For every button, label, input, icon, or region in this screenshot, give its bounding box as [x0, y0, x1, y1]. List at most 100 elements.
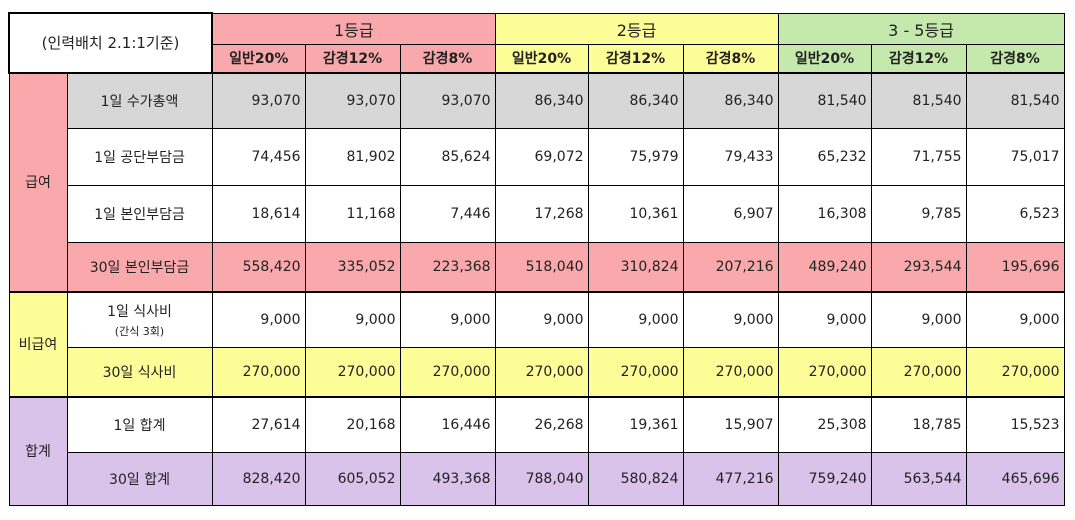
- sub-header: 감경8%: [965, 43, 1065, 73]
- sub-header: 감경12%: [870, 43, 967, 73]
- value-cell: 270,000: [304, 347, 401, 397]
- value-cell: 79,433: [682, 128, 779, 186]
- category-pay: 급여: [8, 71, 68, 292]
- value-cell: 9,000: [682, 290, 779, 348]
- value-cell: 11,168: [304, 185, 401, 243]
- value-cell: 20,168: [304, 395, 401, 453]
- value-cell: 19,361: [587, 395, 684, 453]
- value-cell: 9,000: [777, 290, 872, 348]
- value-cell: 270,000: [494, 347, 589, 397]
- value-cell: 85,624: [399, 128, 496, 186]
- table-row: 1일 본인부담금 18,614 11,168 7,446 17,268 10,361 6,9…: [9, 185, 1065, 243]
- value-cell: 26,268: [494, 395, 589, 453]
- value-cell: 71,755: [870, 128, 967, 186]
- row-label-cell: 1일 식사비 (간식 3회): [66, 290, 213, 348]
- value-cell: 759,240: [777, 452, 872, 506]
- value-cell: 335,052: [304, 242, 401, 292]
- grade-header-1: 1등급: [211, 12, 496, 45]
- value-cell: 9,000: [304, 290, 401, 348]
- table-row: 비급여 1일 식사비 (간식 3회) 9,000 9,000 9,000 9,000 9,00…: [8, 290, 1065, 397]
- table-row: 급여 1일 수가총액 93,070 93,070 93,070 86,340 86,340 8…: [8, 71, 1065, 292]
- row-label: 1일 합계: [113, 417, 166, 434]
- value-cell: 16,446: [399, 395, 496, 453]
- value-cell: 580,824: [587, 452, 684, 506]
- value-cell: 788,040: [494, 452, 589, 506]
- value-cell: 86,340: [494, 71, 589, 129]
- value-cell: 465,696: [965, 452, 1065, 506]
- category-non-pay: 비급여: [8, 290, 68, 397]
- value-cell: 6,907: [682, 185, 779, 243]
- sub-header: 감경12%: [304, 43, 401, 73]
- table-row: 합계 1일 합계 27,614 20,168 16,446 26,268 19,361 15,…: [8, 395, 1065, 506]
- row-label: 30일 본인부담금: [89, 259, 190, 276]
- value-cell: 81,902: [304, 128, 401, 186]
- value-cell: 9,000: [211, 290, 306, 348]
- value-cell: 18,614: [211, 185, 306, 243]
- value-cell: 7,446: [399, 185, 496, 243]
- sub-header: 일반20%: [211, 43, 306, 73]
- row-label: 1일 수가총액: [100, 93, 179, 110]
- value-cell: 9,000: [399, 290, 496, 348]
- value-cell: 81,540: [777, 71, 872, 129]
- value-cell: 270,000: [777, 347, 872, 397]
- row-label-cell: 1일 수가총액: [66, 71, 213, 129]
- value-cell: 489,240: [777, 242, 872, 292]
- value-cell: 27,614: [211, 395, 306, 453]
- value-cell: 65,232: [777, 128, 872, 186]
- value-cell: 93,070: [211, 71, 306, 129]
- value-cell: 9,000: [494, 290, 589, 348]
- row-label: 30일 식사비: [102, 364, 177, 381]
- value-cell: 16,308: [777, 185, 872, 243]
- value-cell: 75,017: [965, 128, 1065, 186]
- cost-table: (인력배치 2.1:1기준) 1등급 2등급 3 - 5등급 일반20% 감경1…: [7, 12, 1065, 506]
- value-cell: 75,979: [587, 128, 684, 186]
- table-row: 30일 합계 828,420 605,052 493,368 788,040 580,82…: [9, 452, 1065, 506]
- row-label-cell: 1일 공단부담금: [66, 128, 213, 186]
- value-cell: 69,072: [494, 128, 589, 186]
- value-cell: 15,907: [682, 395, 779, 453]
- value-cell: 563,544: [870, 452, 967, 506]
- value-cell: 310,824: [587, 242, 684, 292]
- value-cell: 223,368: [399, 242, 496, 292]
- sub-header: 감경8%: [682, 43, 779, 73]
- row-label: 30일 합계: [109, 472, 170, 488]
- sub-header: 일반20%: [494, 43, 589, 73]
- value-cell: 207,216: [682, 242, 779, 292]
- value-cell: 18,785: [870, 395, 967, 453]
- value-cell: 25,308: [777, 395, 872, 453]
- category-total: 합계: [8, 395, 68, 506]
- row-label-cell: 1일 합계: [66, 395, 213, 453]
- row-label-cell: 30일 식사비: [66, 347, 213, 397]
- value-cell: 17,268: [494, 185, 589, 243]
- grade-header-2: 2등급: [494, 12, 779, 45]
- value-cell: 605,052: [304, 452, 401, 506]
- value-cell: 81,540: [965, 71, 1065, 129]
- sub-header: 일반20%: [777, 43, 872, 73]
- value-cell: 270,000: [211, 347, 306, 397]
- row-label: 1일 공단부담금: [94, 150, 185, 166]
- value-cell: 86,340: [682, 71, 779, 129]
- value-cell: 93,070: [399, 71, 496, 129]
- value-cell: 195,696: [965, 242, 1065, 292]
- value-cell: 15,523: [965, 395, 1065, 453]
- value-cell: 270,000: [587, 347, 684, 397]
- value-cell: 828,420: [211, 452, 306, 506]
- value-cell: 270,000: [682, 347, 779, 397]
- table-row: 30일 식사비 270,000 270,000 270,000 270,000 270,0…: [9, 347, 1065, 397]
- row-label-cell: 1일 본인부담금: [66, 185, 213, 243]
- value-cell: 270,000: [399, 347, 496, 397]
- value-cell: 9,785: [870, 185, 967, 243]
- value-cell: 9,000: [965, 290, 1065, 348]
- value-cell: 9,000: [870, 290, 967, 348]
- sub-header: 감경12%: [587, 43, 684, 73]
- value-cell: 9,000: [587, 290, 684, 348]
- row-label: 1일 식사비: [107, 303, 172, 320]
- value-cell: 6,523: [965, 185, 1065, 243]
- value-cell: 518,040: [494, 242, 589, 292]
- value-cell: 477,216: [682, 452, 779, 506]
- value-cell: 10,361: [587, 185, 684, 243]
- value-cell: 270,000: [965, 347, 1065, 397]
- row-label-cell: 30일 본인부담금: [66, 242, 213, 292]
- value-cell: 293,544: [870, 242, 967, 292]
- value-cell: 86,340: [587, 71, 684, 129]
